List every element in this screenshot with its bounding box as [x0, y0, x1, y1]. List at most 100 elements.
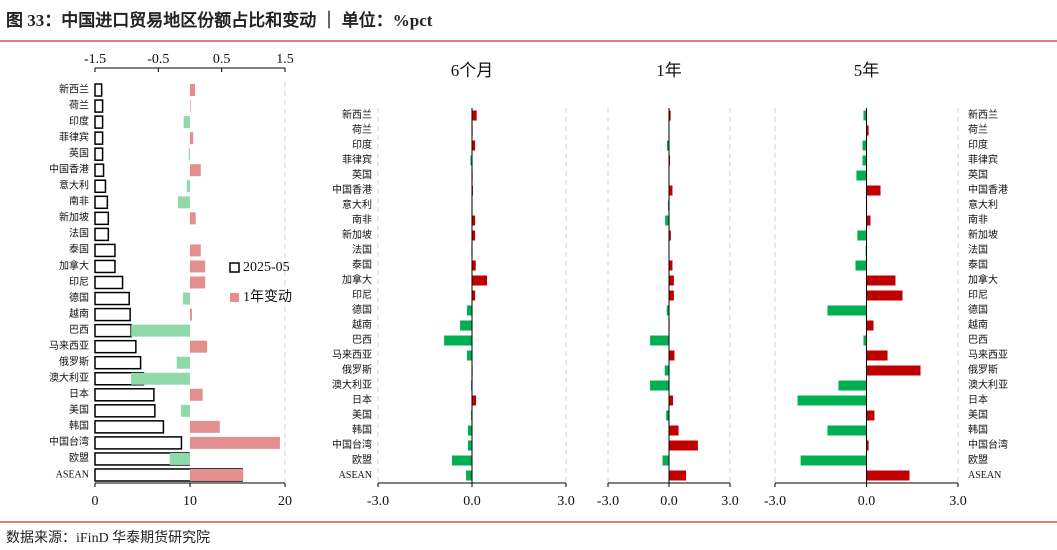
- bar: [669, 260, 673, 271]
- bar: [190, 340, 208, 353]
- bar: [94, 420, 165, 434]
- category-label: 意大利: [968, 198, 998, 211]
- category-label: 英国: [968, 168, 988, 181]
- category-label: 马来西亚: [49, 340, 89, 352]
- bar: [669, 440, 698, 451]
- category-label: 法国: [69, 227, 89, 240]
- bar: [662, 455, 669, 466]
- bar: [856, 170, 867, 181]
- category-label: 日本: [352, 393, 372, 406]
- x-tick-label: 3.0: [557, 494, 575, 509]
- legend-label: 1年变动: [243, 289, 292, 305]
- bar: [669, 350, 675, 361]
- bar: [94, 355, 142, 370]
- category-label: 德国: [352, 303, 372, 316]
- bar: [94, 404, 156, 418]
- category-label: 韩国: [69, 419, 89, 432]
- bar: [186, 180, 190, 193]
- category-label: 澳大利亚: [332, 378, 372, 391]
- bar: [669, 110, 671, 121]
- bar: [467, 440, 472, 451]
- bar: [665, 215, 669, 226]
- bar: [669, 425, 679, 436]
- bar: [94, 83, 103, 97]
- bar: [94, 388, 155, 402]
- bar: [94, 211, 110, 226]
- bar: [94, 179, 107, 194]
- bar: [190, 308, 192, 321]
- category-label: 加拿大: [342, 273, 372, 286]
- bar: [183, 116, 190, 129]
- bar: [94, 147, 104, 161]
- bar: [190, 100, 191, 113]
- bar: [470, 155, 472, 166]
- bar: [190, 84, 196, 97]
- category-label: 法国: [352, 243, 372, 256]
- bar: [460, 320, 472, 331]
- x-tick-label: -0.5: [147, 52, 169, 67]
- bar: [467, 425, 472, 436]
- category-label: 中国香港: [49, 163, 89, 176]
- panel-title: 6个月: [451, 61, 494, 80]
- bar: [94, 436, 183, 450]
- category-label: 越南: [968, 318, 988, 331]
- category-label: 巴西: [69, 324, 89, 336]
- bar: [669, 155, 671, 166]
- x-tick-label: 3.0: [949, 494, 967, 509]
- bar: [94, 243, 116, 258]
- x-tick-label: 0.0: [463, 494, 481, 509]
- legend-label: 2025-05: [243, 260, 290, 275]
- category-label: 美国: [69, 403, 89, 416]
- category-label: ASEAN: [339, 470, 372, 481]
- bar: [181, 404, 190, 417]
- bar: [183, 292, 190, 305]
- bar: [669, 395, 674, 406]
- x-tick-label: 0.0: [858, 494, 876, 509]
- category-label: 越南: [69, 307, 89, 320]
- bar: [131, 324, 190, 337]
- bar: [866, 350, 888, 361]
- category-label: 新加坡: [342, 228, 372, 241]
- bar: [666, 410, 669, 421]
- category-label: 中国台湾: [968, 438, 1008, 451]
- x-tick-label: -3.0: [367, 494, 389, 509]
- category-label: 中国台湾: [49, 435, 89, 448]
- bar: [669, 290, 674, 301]
- bar: [131, 372, 190, 385]
- bar: [94, 259, 116, 274]
- x-tick-label: -1.5: [84, 52, 106, 67]
- bar: [669, 185, 673, 196]
- bar: [94, 99, 104, 113]
- category-label: 新西兰: [968, 108, 998, 121]
- x-tick-label: 0.5: [213, 52, 231, 67]
- bar: [866, 365, 921, 376]
- page-title: 图 33：中国进口贸易地区份额占比和变动 ｜ 单位：%pct: [6, 11, 433, 30]
- category-label: 欧盟: [352, 454, 372, 466]
- bar: [466, 470, 472, 481]
- bar: [866, 320, 874, 331]
- bar: [451, 455, 472, 466]
- x-tick-label: 0.0: [660, 494, 678, 509]
- category-label: 南非: [352, 213, 372, 226]
- bar: [838, 380, 867, 391]
- bar: [866, 185, 881, 196]
- bar: [472, 395, 477, 406]
- category-label: 印尼: [968, 289, 988, 301]
- bar: [472, 230, 476, 241]
- bar: [857, 230, 867, 241]
- category-label: 德国: [968, 303, 988, 316]
- bar: [94, 227, 110, 242]
- bar: [862, 155, 867, 166]
- category-label: 新西兰: [342, 108, 372, 121]
- bar: [664, 365, 669, 376]
- category-label: 加拿大: [968, 273, 998, 286]
- bar: [669, 470, 687, 481]
- bar: [94, 115, 104, 129]
- category-label: 新西兰: [59, 82, 89, 95]
- bar: [472, 110, 477, 121]
- category-label: 美国: [968, 408, 988, 421]
- x-tick-label: -3.0: [597, 494, 619, 509]
- source-note: 数据来源：iFinD 华泰期货研究院: [6, 531, 211, 546]
- bar: [94, 291, 130, 306]
